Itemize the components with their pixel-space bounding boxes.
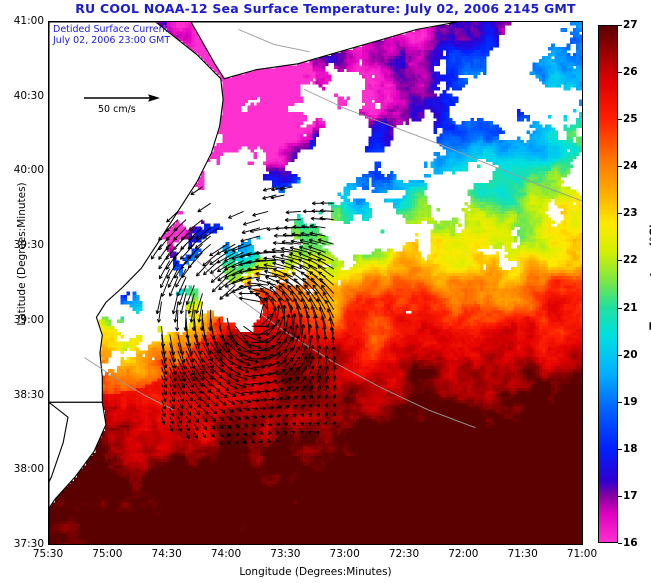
coastline-southwest-land	[49, 401, 69, 544]
colorbar-tick-mark	[618, 401, 622, 403]
latitude-tick: 38:30	[13, 388, 44, 401]
land-masses	[49, 22, 458, 544]
longitude-tick: 71:00	[566, 548, 598, 560]
longitude-tick: 73:00	[329, 548, 360, 560]
colorbar-tick: 23	[623, 207, 638, 220]
latitude-tick: 37:30	[13, 538, 44, 550]
coastline-long-island	[190, 22, 458, 80]
longitude-tick: 74:30	[151, 548, 182, 560]
colorbar-tick: 19	[623, 395, 638, 408]
colorbar-tick-mark	[618, 72, 622, 74]
latitude-tick: 39:30	[13, 239, 44, 252]
colorbar-label: Temperature (°C)	[647, 223, 651, 330]
latitude-tick: 38:00	[13, 463, 44, 476]
colorbar-tick-mark	[618, 260, 622, 262]
longitude-tick: 72:00	[448, 548, 479, 560]
longitude-tick: 71:30	[507, 548, 538, 560]
y-axis-label: Latitude (Degrees:Minutes)	[16, 182, 28, 326]
scale-reference-label: 50 cm/s	[98, 104, 136, 115]
colorbar-tick: 24	[623, 160, 638, 173]
figure-title: RU COOL NOAA-12 Sea Surface Temperature:…	[75, 1, 576, 16]
latitude-tick: 40:00	[13, 164, 44, 177]
longitude-tick: 75:00	[92, 548, 123, 560]
scale-reference-arrow	[84, 94, 160, 102]
x-axis-label: Longitude (Degrees:Minutes)	[239, 566, 392, 578]
colorbar-tick: 17	[623, 489, 638, 502]
map-plot-area[interactable]	[48, 21, 583, 545]
longitude-tick: 72:30	[388, 548, 420, 560]
longitude-tick: 73:30	[270, 548, 301, 560]
colorbar-tick: 21	[623, 301, 638, 314]
latitude-tick: 39:00	[13, 313, 44, 326]
colorbar-tick-mark	[618, 307, 622, 309]
colorbar-tick: 25	[623, 113, 638, 126]
latitude-tick: 41:00	[13, 15, 44, 27]
colorbar-tick-mark	[618, 166, 622, 168]
bathymetry-contours	[84, 29, 582, 429]
colorbar-tick: 26	[623, 66, 638, 79]
colorbar-tick-mark	[618, 543, 622, 544]
colorbar-tick-mark	[618, 119, 622, 121]
latitude-tick: 40:30	[13, 89, 44, 102]
colorbar-tick-mark	[618, 213, 622, 215]
current-vector-field	[150, 186, 337, 446]
colorbar-tick-mark	[618, 495, 622, 497]
colorbar-tick: 16	[623, 537, 638, 549]
longitude-tick: 75:30	[32, 548, 64, 560]
colorbar-tick: 27	[623, 19, 638, 31]
colorbar-tick-mark	[618, 354, 622, 356]
colorbar-tick-mark	[618, 448, 622, 450]
coastline-nj-ny-land	[49, 22, 224, 403]
colorbar-tick: 20	[623, 348, 638, 361]
colorbar-tick-mark	[618, 25, 622, 26]
longitude-tick: 74:00	[210, 548, 242, 560]
colorbar-tick: 22	[623, 254, 638, 267]
sst-map-svg	[49, 22, 582, 544]
temperature-colorbar	[598, 25, 618, 543]
colorbar-tick: 18	[623, 442, 638, 455]
latitude-tick-labels: 41:00 40:30 40:00 39:30 39:00 38:30 38:00 37:30	[0, 0, 44, 583]
